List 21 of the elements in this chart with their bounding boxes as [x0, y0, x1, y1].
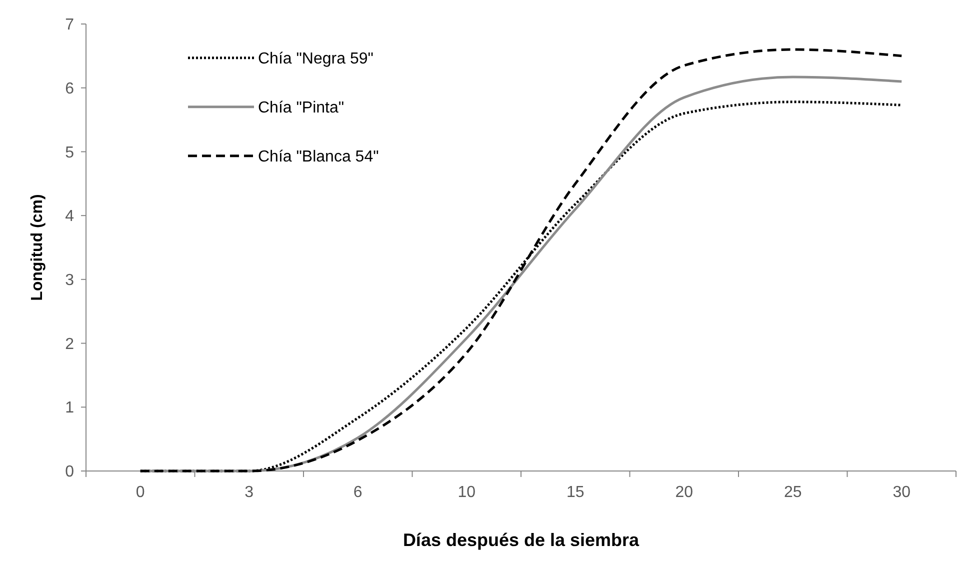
- y-tick-label: 1: [65, 400, 74, 417]
- legend-label: Chía "Negra 59": [258, 50, 374, 68]
- x-tick-label: 6: [353, 484, 362, 501]
- x-tick-label: 20: [675, 484, 694, 501]
- legend-label: Chía "Blanca 54": [258, 148, 379, 166]
- legend-label: Chía "Pinta": [258, 99, 344, 116]
- y-tick-label: 2: [65, 336, 74, 353]
- x-tick-label: 10: [458, 484, 476, 501]
- y-tick-label: 6: [65, 80, 74, 98]
- y-tick-label: 4: [65, 208, 74, 226]
- x-tick-label: 3: [244, 484, 254, 501]
- y-tick-label: 3: [65, 272, 74, 290]
- y-tick-label: 5: [65, 144, 74, 162]
- x-axis-title: Días después de la siembra: [402, 530, 640, 550]
- y-axis-title: Longitud (cm): [29, 194, 46, 301]
- x-tick-label: 0: [136, 484, 145, 501]
- x-tick-label: 15: [566, 484, 584, 501]
- y-tick-label: 7: [65, 16, 74, 34]
- x-tick-label: 25: [784, 484, 802, 501]
- y-tick-label: 0: [65, 464, 74, 481]
- x-tick-label: 30: [892, 484, 911, 501]
